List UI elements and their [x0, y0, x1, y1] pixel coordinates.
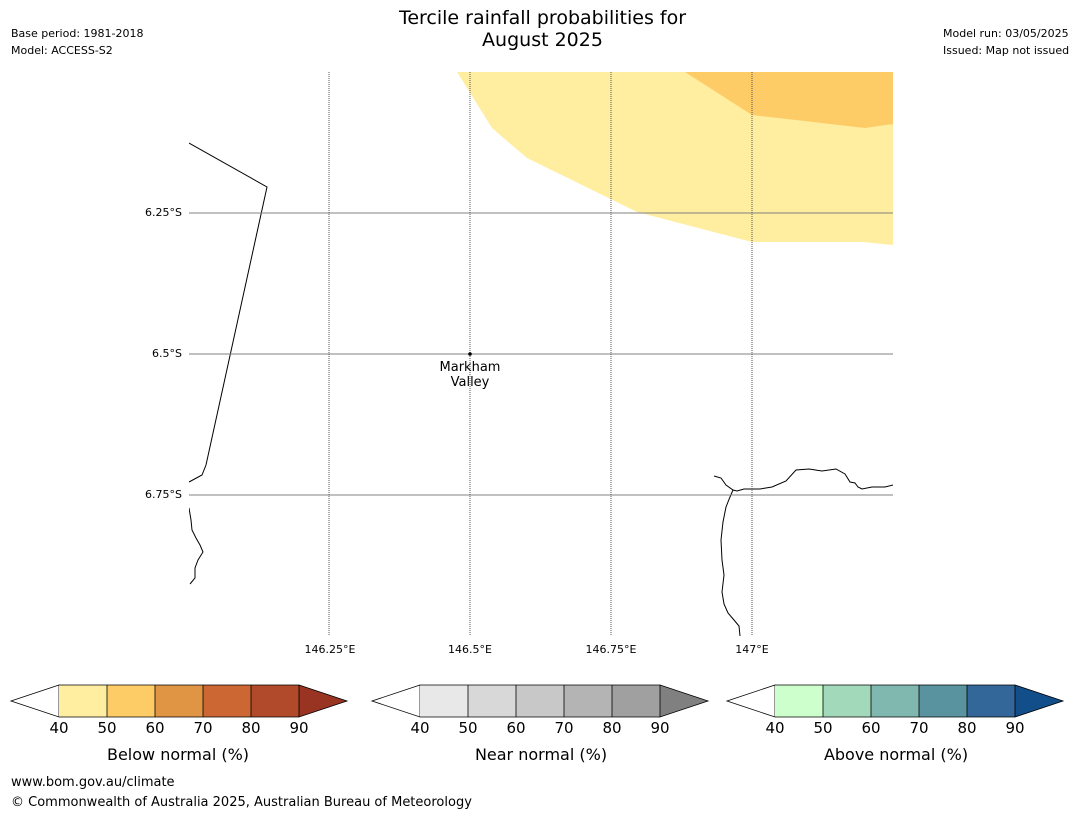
colorbar-above-bin-50-60: [823, 685, 871, 717]
below-tick: 40: [49, 719, 69, 737]
lon-label-146-75: 146.75°E: [585, 643, 637, 656]
near-tick: 90: [650, 719, 670, 737]
title-line-2: August 2025: [482, 29, 603, 51]
above-tick: 50: [813, 719, 833, 737]
place-label: Markham Valley: [410, 360, 530, 390]
colorbar-below-normal: [9, 684, 349, 718]
colorbar-near-title: Near normal (%): [474, 745, 608, 764]
colorbar-below-extend-low: [9, 684, 60, 718]
probability-region-50-60: [685, 72, 893, 128]
colorbar-near-bin-60-70: [516, 685, 564, 717]
model-run: Model run: 03/05/2025: [943, 27, 1069, 40]
colorbar-above-normal: [725, 684, 1065, 718]
near-tick: 70: [554, 719, 574, 737]
footer-copyright: © Commonwealth of Australia 2025, Austra…: [11, 795, 472, 810]
above-tick: 60: [861, 719, 881, 737]
colorbar-above-bin-80-90: [967, 685, 1015, 717]
above-tick: 70: [909, 719, 929, 737]
coastline-west: [189, 142, 268, 483]
colorbars: [9, 684, 1065, 718]
coastline-peninsula: [720, 489, 741, 636]
colorbar-near-bin-50-60: [468, 685, 516, 717]
below-tick: 70: [193, 719, 213, 737]
colorbar-near-extend-high: [659, 684, 710, 718]
place-name-line-1: Markham: [439, 360, 501, 375]
lat-label-6-75: 6.75°S: [145, 488, 182, 501]
colorbar-near-extend-low: [370, 684, 421, 718]
map-title: Tercile rainfall probabilities for Augus…: [0, 7, 1085, 51]
below-tick: 90: [289, 719, 309, 737]
colorbar-below-bin-50-60: [107, 685, 155, 717]
colorbar-above-title: Above normal (%): [823, 745, 969, 764]
above-tick: 40: [765, 719, 785, 737]
near-tick: 40: [410, 719, 430, 737]
near-tick: 80: [602, 719, 622, 737]
colorbar-below-bin-60-70: [155, 685, 203, 717]
meta-left: Base period: 1981-2018 Model: ACCESS-S2: [11, 25, 143, 59]
colorbar-near-bin-70-80: [564, 685, 612, 717]
above-tick: 90: [1005, 719, 1025, 737]
latitude-gridlines: [189, 212, 893, 496]
colorbar-near-bin-40-50: [420, 685, 468, 717]
below-tick: 60: [145, 719, 165, 737]
colorbar-near-normal: [370, 684, 710, 718]
map-area: [189, 72, 893, 636]
colorbar-below-title: Below normal (%): [106, 745, 250, 764]
above-tick: 80: [957, 719, 977, 737]
near-tick: 60: [506, 719, 526, 737]
title-line-1: Tercile rainfall probabilities for: [398, 7, 687, 29]
below-tick: 80: [241, 719, 261, 737]
colorbar-above-bin-40-50: [775, 685, 823, 717]
place-marker: [468, 352, 472, 356]
colorbar-below-bin-70-80: [203, 685, 251, 717]
colorbar-above-bin-70-80: [919, 685, 967, 717]
colorbar-above-extend-low: [725, 684, 776, 718]
colorbar-below-extend-high: [298, 684, 349, 718]
issued-status: Issued: Map not issued: [943, 44, 1070, 57]
footer-url: www.bom.gov.au/climate: [11, 775, 175, 790]
colorbar-below-bin-80-90: [251, 685, 299, 717]
below-tick: 50: [97, 719, 117, 737]
lat-label-6-5: 6.5°S: [152, 347, 182, 360]
place-name-line-2: Valley: [450, 375, 490, 390]
model-name: Model: ACCESS-S2: [11, 44, 113, 57]
lat-label-6-25: 6.25°S: [145, 206, 182, 219]
colorbar-above-bin-60-70: [871, 685, 919, 717]
colorbar-near-bin-80-90: [612, 685, 660, 717]
lon-label-146-25: 146.25°E: [304, 643, 356, 656]
coastline-southeast: [713, 468, 893, 492]
base-period: Base period: 1981-2018: [11, 27, 144, 40]
coastline-southwest: [189, 507, 204, 585]
near-tick: 50: [458, 719, 478, 737]
meta-right: Model run: 03/05/2025 Issued: Map not is…: [943, 25, 1069, 59]
lon-label-146-5: 146.5°E: [448, 643, 492, 656]
colorbar-below-bin-40-50: [59, 685, 107, 717]
lon-label-147: 147°E: [735, 643, 769, 656]
colorbar-above-extend-high: [1014, 684, 1065, 718]
